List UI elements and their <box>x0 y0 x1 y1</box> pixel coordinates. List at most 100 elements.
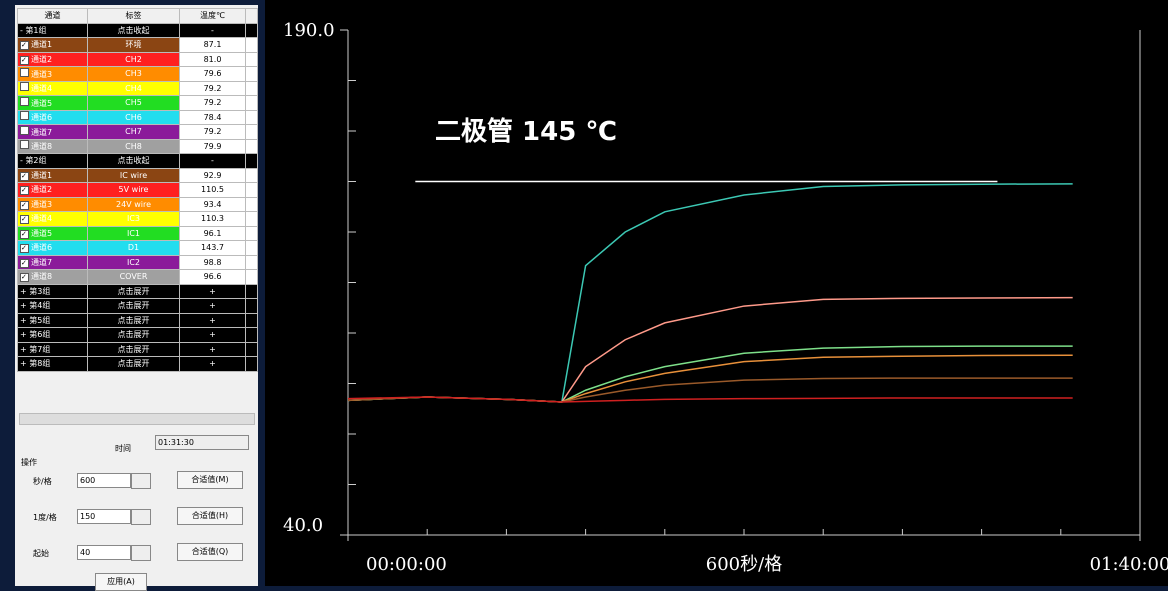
channel-name-text: 通道8 <box>31 142 53 152</box>
channel-name: ✓ 通道6 <box>17 240 88 256</box>
channel-panel: 通道 标签 温度℃ - 第1组 点击收起 - ✓ 通道1 环境 87.1 ✓ 通道2 CH2 81.… <box>15 5 258 591</box>
checkbox[interactable]: ✓ <box>20 41 29 51</box>
channel-name: ✓ 通道2 <box>17 51 88 67</box>
cell <box>245 138 258 154</box>
channel-label: 环境 <box>87 37 180 53</box>
checkbox[interactable]: ✓ <box>20 55 29 65</box>
channel-temp: 87.1 <box>179 37 246 53</box>
channel-name: ✓ 通道8 <box>17 269 88 285</box>
button[interactable]: 合适值(Q) <box>177 543 243 561</box>
channel-name-text: 通道7 <box>31 257 53 267</box>
checkbox[interactable] <box>20 67 29 77</box>
cell <box>245 37 258 53</box>
channel-label: IC2 <box>87 254 180 270</box>
checkbox[interactable] <box>20 111 29 121</box>
channel-name-text: 通道7 <box>31 127 53 137</box>
group-cell: - 第2组 <box>17 153 88 169</box>
channel-name-text: 通道3 <box>31 69 53 79</box>
cell <box>245 196 258 212</box>
channel-name-text: 通道4 <box>31 84 53 94</box>
checkbox[interactable]: ✓ <box>20 229 29 239</box>
group-cell[interactable]: 点击收起 <box>87 22 180 38</box>
channel-name-text: 通道5 <box>31 98 53 108</box>
group-cell: + <box>179 341 246 357</box>
group-cell: + 第7组 <box>17 341 88 357</box>
channel-row: ✓ 通道8 COVER 96.6 <box>17 269 258 285</box>
channel-label: 5V wire <box>87 182 180 198</box>
checkbox[interactable]: ✓ <box>20 200 29 210</box>
checkbox[interactable]: ✓ <box>20 273 29 283</box>
checkbox[interactable]: ✓ <box>20 171 29 181</box>
group-cell[interactable]: 点击展开 <box>87 312 180 328</box>
channel-temp: 92.9 <box>179 167 246 183</box>
group-row: + 第5组 点击展开 + <box>17 312 258 328</box>
group-row: + 第6组 点击展开 + <box>17 327 258 343</box>
channel-name-text: 通道5 <box>31 228 53 238</box>
channel-row: 通道4 CH4 79.2 <box>17 80 258 96</box>
channel-row: 通道3 CH3 79.6 <box>17 66 258 82</box>
channel-name: 通道8 <box>17 138 88 154</box>
input[interactable]: 40 <box>77 545 131 560</box>
cell <box>245 269 258 285</box>
channel-table: 通道 标签 温度℃ - 第1组 点击收起 - ✓ 通道1 环境 87.1 ✓ 通道2 CH2 81.… <box>17 8 258 372</box>
channel-temp: 79.6 <box>179 66 246 82</box>
channel-name-text: 通道3 <box>31 199 53 209</box>
cell <box>245 80 258 96</box>
group-row: + 第3组 点击展开 + <box>17 283 258 299</box>
group-cell[interactable]: 点击展开 <box>87 341 180 357</box>
channel-row: ✓ 通道1 环境 87.1 <box>17 37 258 53</box>
checkbox[interactable]: ✓ <box>20 244 29 254</box>
cell <box>245 167 258 183</box>
channel-row: 通道7 CH7 79.2 <box>17 124 258 140</box>
channel-label: IC1 <box>87 225 180 241</box>
channel-temp: 78.4 <box>179 109 246 125</box>
channel-name: 通道6 <box>17 109 88 125</box>
group-cell[interactable]: 点击展开 <box>87 298 180 314</box>
channel-name: ✓ 通道3 <box>17 196 88 212</box>
button[interactable]: 合适值(M) <box>177 471 243 489</box>
group-cell[interactable]: 点击展开 <box>87 283 180 299</box>
group-cell[interactable]: 点击展开 <box>87 327 180 343</box>
checkbox[interactable] <box>20 82 29 92</box>
group-cell <box>245 312 258 328</box>
scrollbar[interactable] <box>19 413 255 425</box>
group-cell[interactable]: 点击展开 <box>87 356 180 372</box>
input[interactable]: 150 <box>77 509 131 524</box>
checkbox[interactable] <box>20 125 29 135</box>
cell <box>245 95 258 111</box>
group-cell: - 第1组 <box>17 22 88 38</box>
channel-temp: 110.5 <box>179 182 246 198</box>
channel-temp: 143.7 <box>179 240 246 256</box>
spinner[interactable] <box>131 473 151 489</box>
field-label: 秒/格 <box>33 477 52 486</box>
group-cell <box>245 356 258 372</box>
cell <box>245 182 258 198</box>
group-cell <box>245 153 258 169</box>
spinner[interactable] <box>131 509 151 525</box>
channel-temp: 98.8 <box>179 254 246 270</box>
checkbox[interactable]: ✓ <box>20 186 29 196</box>
chart: 190.0 40.0 00:00:00 01:40:00 600秒/格 二极管 145 ℃ <box>265 0 1168 586</box>
group-cell[interactable]: 点击收起 <box>87 153 180 169</box>
spinner[interactable] <box>131 545 151 561</box>
channel-label: CH6 <box>87 109 180 125</box>
channel-name-text: 通道1 <box>31 170 53 180</box>
checkbox[interactable] <box>20 96 29 106</box>
checkbox[interactable]: ✓ <box>20 258 29 268</box>
field-label: 1度/格 <box>33 513 57 522</box>
channel-temp: 96.6 <box>179 269 246 285</box>
button[interactable]: 合适值(H) <box>177 507 243 525</box>
group-cell: + 第4组 <box>17 298 88 314</box>
checkbox[interactable]: ✓ <box>20 215 29 225</box>
cell <box>245 109 258 125</box>
channel-label: COVER <box>87 269 180 285</box>
channel-row: ✓ 通道2 CH2 81.0 <box>17 51 258 67</box>
checkbox[interactable] <box>20 140 29 150</box>
apply-button[interactable]: 应用(A) <box>95 573 147 591</box>
header: 温度℃ <box>179 8 246 24</box>
group-cell <box>245 22 258 38</box>
header-row: 通道 标签 温度℃ <box>17 8 258 24</box>
channel-temp: 79.2 <box>179 95 246 111</box>
input[interactable]: 600 <box>77 473 131 488</box>
